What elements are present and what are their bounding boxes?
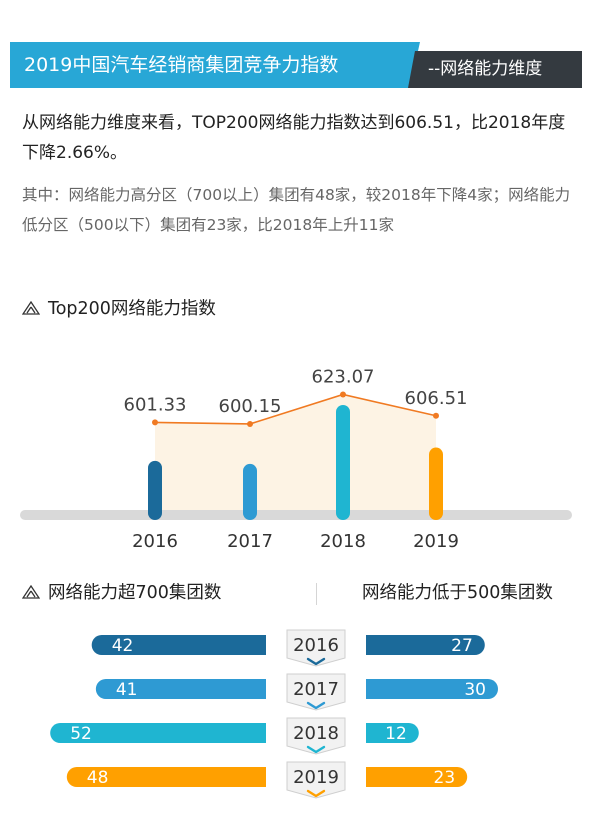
year-badge-2019 <box>286 761 346 799</box>
high-score-value-2019: 48 <box>87 768 109 788</box>
year-badge-chevron-2017 <box>306 701 326 710</box>
year-badge-label-2016: 2016 <box>293 635 339 656</box>
low-score-bar-2018 <box>366 723 419 743</box>
trend-point-2019 <box>433 412 439 419</box>
high-score-value-2017: 41 <box>116 680 138 700</box>
heading-divider <box>316 583 317 605</box>
year-badge-2016 <box>286 629 346 667</box>
trend-chart: 601.33 600.15 623.07 606.51 2016 2017 2018 2019 <box>20 366 572 552</box>
trend-chart-title: Top200网络能力指数 <box>48 299 216 319</box>
trend-point-2016 <box>152 419 158 426</box>
low-score-value-2019: 23 <box>434 768 456 788</box>
trend-bar-2019 <box>429 447 443 520</box>
high-score-heading: 网络能力超700集团数 <box>22 578 221 608</box>
x-tick-label-2019: 2019 <box>413 531 459 552</box>
low-score-bar-2016 <box>366 635 485 655</box>
trend-area <box>155 394 436 515</box>
trend-baseline <box>20 510 572 520</box>
trend-value-label-2018: 623.07 <box>312 366 375 387</box>
high-score-title: 网络能力超700集团数 <box>48 583 222 603</box>
high-score-value-2016: 42 <box>112 636 134 656</box>
year-badge-label-2017: 2017 <box>293 679 339 700</box>
triangle-icon <box>22 301 40 315</box>
triangle-icon <box>22 585 40 599</box>
trend-value-label-2017: 600.15 <box>219 396 282 417</box>
year-badge-2018 <box>286 717 346 755</box>
page-subtitle: --网络能力维度 <box>428 59 543 79</box>
comparison-chart: 42 27 2016 41 30 2017 52 12 2018 48 23 2019 <box>50 629 498 799</box>
high-score-bar-2016 <box>91 635 266 655</box>
high-score-value-2018: 52 <box>70 724 92 744</box>
trend-bar-2017 <box>243 463 257 520</box>
banner-subtitle-background <box>408 51 582 88</box>
trend-line <box>154 393 437 425</box>
trend-chart-heading: Top200网络能力指数 <box>22 294 216 324</box>
x-tick-label-2016: 2016 <box>132 531 178 552</box>
x-tick-label-2018: 2018 <box>320 531 366 552</box>
year-badge-label-2018: 2018 <box>293 723 339 744</box>
low-score-bar-2019 <box>366 767 468 787</box>
low-score-bar-2017 <box>366 679 498 699</box>
year-badge-chevron-2016 <box>306 657 326 666</box>
high-score-bar-2017 <box>95 679 266 699</box>
page-title: 2019中国汽车经销商集团竞争力指数 <box>24 54 339 76</box>
low-score-title: 网络能力低于500集团数 <box>362 583 553 603</box>
header-banner: 2019中国汽车经销商集团竞争力指数 --网络能力维度 <box>10 42 582 88</box>
year-badge-chevron-2019 <box>306 789 326 798</box>
trend-point-2018 <box>340 391 346 398</box>
trend-point-2017 <box>247 420 253 427</box>
low-score-value-2018: 12 <box>385 724 407 744</box>
trend-bar-2016 <box>148 460 162 520</box>
low-score-value-2016: 27 <box>451 636 473 656</box>
trend-bar-2018 <box>336 404 350 520</box>
high-score-bar-2018 <box>50 723 267 743</box>
trend-value-label-2016: 601.33 <box>124 394 187 415</box>
year-badge-label-2019: 2019 <box>293 767 339 788</box>
x-tick-label-2017: 2017 <box>227 531 273 552</box>
intro-main-text: 从网络能力维度来看，TOP200网络能力指数达到606.51，比2018年度下降… <box>22 113 566 163</box>
banner-title-background <box>10 42 420 88</box>
year-badge-chevron-2018 <box>306 745 326 754</box>
trend-value-label-2019: 606.51 <box>405 388 468 409</box>
intro-detail-text: 其中：网络能力高分区（700以上）集团有48家，较2018年下降4家；网络能力低… <box>22 186 571 234</box>
year-badge-2017 <box>286 673 346 711</box>
high-score-bar-2019 <box>66 767 266 787</box>
low-score-value-2017: 30 <box>464 680 486 700</box>
